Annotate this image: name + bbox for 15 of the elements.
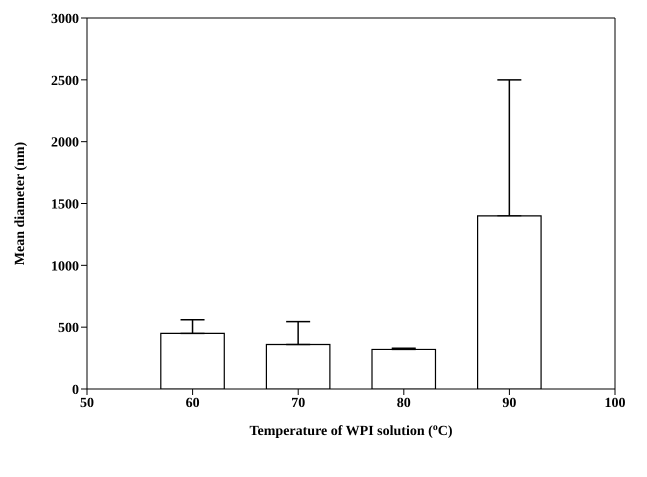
y-axis-title: Mean diameter (nm) xyxy=(13,141,28,266)
y-tick-label: 2500 xyxy=(51,74,79,89)
y-tick-label: 2000 xyxy=(51,136,79,151)
x-tick-label: 100 xyxy=(604,396,626,411)
x-tick-label: 90 xyxy=(502,396,516,411)
y-tick-label: 500 xyxy=(58,321,79,336)
x-axis-title: Temperature of WPI solution ($^{o}$C) xyxy=(250,422,453,439)
y-tick-label: 1500 xyxy=(51,197,79,212)
x-tick-label: 70 xyxy=(291,396,306,411)
y-tick-label: 1000 xyxy=(51,259,79,274)
y-tick-label: 0 xyxy=(72,382,79,398)
x-tick-label: 60 xyxy=(186,396,200,411)
y-tick-label: 3000 xyxy=(51,12,79,27)
x-tick-label: 50 xyxy=(80,396,94,411)
x-tick-label: 80 xyxy=(396,396,411,411)
